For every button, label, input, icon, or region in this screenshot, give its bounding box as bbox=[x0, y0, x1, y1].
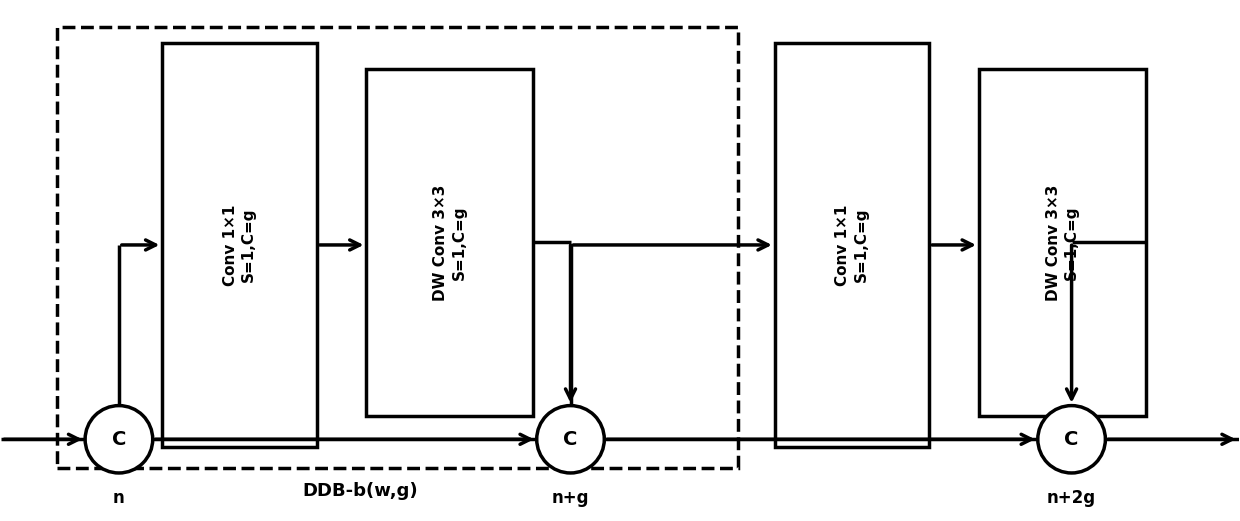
Text: C: C bbox=[1064, 430, 1079, 449]
Bar bbox=[366, 69, 533, 416]
Bar bbox=[775, 43, 929, 447]
Bar bbox=[978, 69, 1146, 416]
Ellipse shape bbox=[86, 406, 153, 473]
Text: n: n bbox=[113, 489, 125, 506]
Text: DW Conv 3×3
S=1,C=g: DW Conv 3×3 S=1,C=g bbox=[1045, 184, 1079, 301]
Text: n+g: n+g bbox=[552, 489, 589, 506]
Text: n+2g: n+2g bbox=[1047, 489, 1096, 506]
Text: DDB-b(w,g): DDB-b(w,g) bbox=[303, 482, 418, 500]
Text: C: C bbox=[112, 430, 126, 449]
Text: Conv 1×1
S=1,C=g: Conv 1×1 S=1,C=g bbox=[223, 204, 257, 286]
Ellipse shape bbox=[537, 406, 604, 473]
Bar bbox=[162, 43, 317, 447]
Text: DW Conv 3×3
S=1,C=g: DW Conv 3×3 S=1,C=g bbox=[433, 184, 466, 301]
Text: C: C bbox=[563, 430, 578, 449]
Bar bbox=[57, 27, 738, 468]
Text: Conv 1×1
S=1,C=g: Conv 1×1 S=1,C=g bbox=[836, 204, 869, 286]
Ellipse shape bbox=[1038, 406, 1105, 473]
